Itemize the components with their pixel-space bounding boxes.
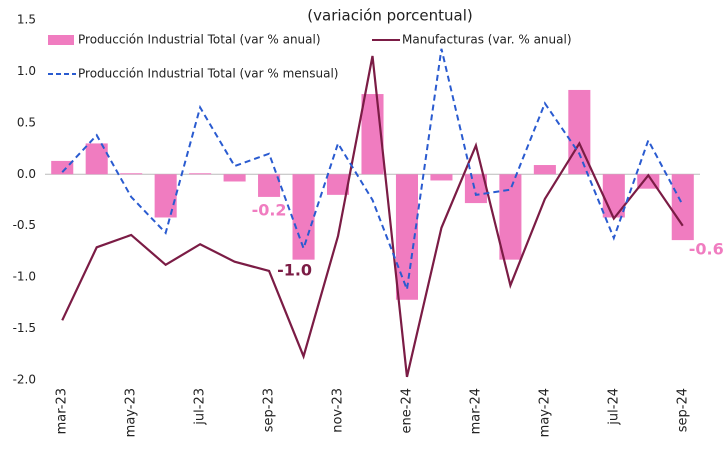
line: [61, 55, 684, 378]
legend-label: Producción Industrial Total (var % anual…: [78, 33, 321, 47]
data-label: -1.0: [277, 260, 312, 279]
data-label: -0.2: [252, 200, 287, 219]
bar: [292, 174, 315, 260]
y-tick-label: 1.0: [17, 64, 36, 78]
x-tick-label: sep-23: [262, 388, 277, 432]
bar: [602, 174, 625, 218]
bar: [51, 160, 74, 175]
legend-label: Producción Industrial Total (var % mensu…: [78, 67, 339, 81]
bar: [120, 173, 143, 175]
bar: [258, 174, 281, 197]
y-tick-label: -2.0: [13, 373, 36, 387]
bar: [154, 174, 177, 218]
x-tick-label: jul-23: [193, 388, 208, 426]
y-tick-label: 1.5: [17, 13, 36, 27]
x-tick-label: nov-23: [331, 388, 346, 433]
bar: [430, 174, 453, 181]
x-tick-label: ene-24: [399, 388, 414, 433]
data-label: -0.6: [689, 240, 724, 259]
bar: [326, 174, 350, 195]
x-tick-label: may-24: [537, 388, 552, 437]
dashed-line: [61, 48, 684, 294]
y-tick-label: -1.0: [13, 270, 36, 284]
y-tick-label: -1.5: [13, 321, 36, 335]
x-tick-label: jul-24: [606, 388, 621, 426]
x-tick-label: may-23: [124, 388, 139, 437]
y-tick-label: 0.0: [17, 167, 36, 181]
x-tick-label: mar-23: [55, 388, 70, 434]
y-tick-label: 0.5: [17, 115, 36, 129]
legend-label: Manufacturas (var. % anual): [402, 33, 572, 47]
bar: [85, 143, 108, 175]
bar: [533, 165, 556, 175]
x-tick-label: sep-24: [675, 388, 690, 432]
x-tick-label: mar-24: [468, 388, 483, 434]
y-tick-label: -0.5: [13, 218, 36, 232]
bar: [189, 173, 212, 175]
chart-title: (variación porcentual): [307, 7, 472, 25]
bar: [464, 174, 487, 204]
bar: [223, 174, 246, 182]
bar: [499, 174, 522, 260]
bar: [671, 174, 694, 241]
bar: [395, 174, 419, 300]
legend-swatch: [48, 35, 74, 45]
